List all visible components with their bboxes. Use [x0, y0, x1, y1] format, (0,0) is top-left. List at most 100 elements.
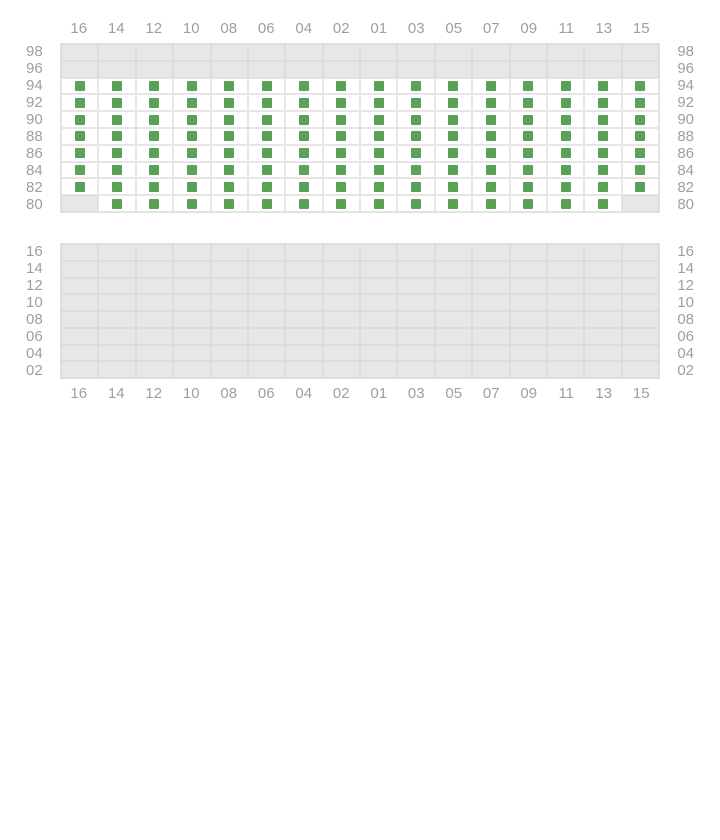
seat-cell-occupied[interactable]	[547, 195, 584, 212]
seat-cell-empty[interactable]	[622, 261, 659, 278]
seat-cell-occupied[interactable]	[397, 94, 434, 111]
seat-cell-empty[interactable]	[584, 261, 621, 278]
seat-cell-occupied[interactable]	[323, 178, 360, 195]
seat-cell-occupied[interactable]	[360, 128, 397, 145]
seat-cell-empty[interactable]	[285, 361, 322, 378]
seat-cell-occupied[interactable]	[136, 78, 173, 95]
seat-cell-occupied[interactable]	[98, 111, 135, 128]
seat-cell-occupied[interactable]	[136, 145, 173, 162]
seat-cell-empty[interactable]	[323, 61, 360, 78]
seat-cell-empty[interactable]	[173, 244, 210, 261]
seat-cell-empty[interactable]	[622, 361, 659, 378]
seat-cell-occupied[interactable]	[248, 178, 285, 195]
seat-cell-empty[interactable]	[248, 278, 285, 295]
seat-cell-empty[interactable]	[248, 244, 285, 261]
seat-cell-occupied[interactable]	[547, 78, 584, 95]
seat-cell-empty[interactable]	[136, 44, 173, 61]
seat-cell-empty[interactable]	[98, 278, 135, 295]
seat-cell-empty[interactable]	[510, 244, 547, 261]
seat-cell-empty[interactable]	[547, 361, 584, 378]
seat-cell-empty[interactable]	[472, 294, 509, 311]
seat-cell-empty[interactable]	[61, 44, 98, 61]
seat-cell-empty[interactable]	[622, 345, 659, 362]
seat-cell-empty[interactable]	[435, 311, 472, 328]
seat-cell-occupied[interactable]	[285, 111, 322, 128]
seat-cell-occupied[interactable]	[472, 162, 509, 179]
seat-cell-occupied[interactable]	[248, 111, 285, 128]
seat-cell-empty[interactable]	[136, 328, 173, 345]
seat-cell-occupied[interactable]	[136, 111, 173, 128]
seat-cell-occupied[interactable]	[248, 78, 285, 95]
seat-cell-occupied[interactable]	[323, 111, 360, 128]
seat-cell-empty[interactable]	[136, 244, 173, 261]
seat-cell-empty[interactable]	[61, 261, 98, 278]
seat-cell-empty[interactable]	[435, 61, 472, 78]
seat-cell-occupied[interactable]	[397, 178, 434, 195]
seat-cell-occupied[interactable]	[360, 178, 397, 195]
seat-cell-occupied[interactable]	[547, 178, 584, 195]
seat-cell-occupied[interactable]	[323, 128, 360, 145]
seat-cell-occupied[interactable]	[61, 94, 98, 111]
seat-cell-empty[interactable]	[435, 294, 472, 311]
seat-cell-empty[interactable]	[472, 328, 509, 345]
seat-cell-occupied[interactable]	[323, 94, 360, 111]
seat-cell-occupied[interactable]	[173, 78, 210, 95]
seat-cell-empty[interactable]	[248, 345, 285, 362]
seat-cell-empty[interactable]	[248, 328, 285, 345]
seat-cell-empty[interactable]	[61, 361, 98, 378]
seat-cell-occupied[interactable]	[397, 111, 434, 128]
seat-cell-empty[interactable]	[397, 294, 434, 311]
seat-cell-empty[interactable]	[285, 278, 322, 295]
seat-cell-empty[interactable]	[173, 328, 210, 345]
seat-cell-occupied[interactable]	[547, 145, 584, 162]
seat-cell-occupied[interactable]	[136, 128, 173, 145]
seat-cell-empty[interactable]	[584, 44, 621, 61]
seat-cell-empty[interactable]	[211, 278, 248, 295]
seat-cell-empty[interactable]	[98, 244, 135, 261]
seat-cell-empty[interactable]	[173, 278, 210, 295]
seat-cell-empty[interactable]	[360, 244, 397, 261]
seat-cell-empty[interactable]	[472, 361, 509, 378]
seat-cell-occupied[interactable]	[98, 195, 135, 212]
seat-cell-occupied[interactable]	[173, 195, 210, 212]
seat-cell-occupied[interactable]	[285, 94, 322, 111]
seat-cell-occupied[interactable]	[173, 162, 210, 179]
seat-cell-empty[interactable]	[323, 261, 360, 278]
seat-cell-occupied[interactable]	[510, 178, 547, 195]
seat-cell-empty[interactable]	[285, 261, 322, 278]
seat-cell-empty[interactable]	[510, 44, 547, 61]
seat-cell-empty[interactable]	[622, 61, 659, 78]
seat-cell-occupied[interactable]	[98, 145, 135, 162]
seat-cell-occupied[interactable]	[211, 195, 248, 212]
seat-cell-occupied[interactable]	[622, 128, 659, 145]
seat-cell-empty[interactable]	[211, 361, 248, 378]
seat-cell-occupied[interactable]	[397, 195, 434, 212]
seat-cell-empty[interactable]	[211, 294, 248, 311]
seat-cell-empty[interactable]	[61, 244, 98, 261]
seat-cell-empty[interactable]	[248, 44, 285, 61]
seat-cell-occupied[interactable]	[61, 111, 98, 128]
seat-cell-occupied[interactable]	[323, 78, 360, 95]
seat-cell-empty[interactable]	[136, 278, 173, 295]
seat-cell-occupied[interactable]	[248, 128, 285, 145]
seat-cell-occupied[interactable]	[360, 162, 397, 179]
seat-cell-occupied[interactable]	[248, 94, 285, 111]
seat-cell-occupied[interactable]	[136, 195, 173, 212]
seat-cell-occupied[interactable]	[211, 78, 248, 95]
seat-cell-empty[interactable]	[584, 294, 621, 311]
seat-cell-occupied[interactable]	[510, 145, 547, 162]
seat-cell-empty[interactable]	[360, 261, 397, 278]
seat-cell-occupied[interactable]	[584, 78, 621, 95]
seat-cell-empty[interactable]	[397, 244, 434, 261]
seat-cell-empty[interactable]	[510, 311, 547, 328]
seat-cell-empty[interactable]	[360, 361, 397, 378]
seat-cell-empty[interactable]	[211, 345, 248, 362]
seat-cell-empty[interactable]	[323, 361, 360, 378]
seat-cell-occupied[interactable]	[472, 94, 509, 111]
seat-cell-occupied[interactable]	[622, 94, 659, 111]
seat-cell-occupied[interactable]	[61, 178, 98, 195]
seat-cell-empty[interactable]	[435, 361, 472, 378]
seat-cell-empty[interactable]	[472, 311, 509, 328]
seat-cell-occupied[interactable]	[285, 178, 322, 195]
seat-cell-empty[interactable]	[510, 345, 547, 362]
